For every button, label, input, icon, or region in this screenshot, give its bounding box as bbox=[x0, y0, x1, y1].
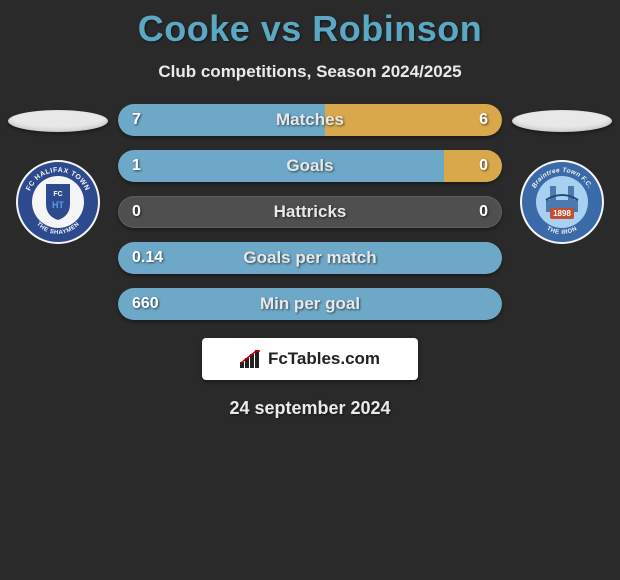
right-badge-year: 1898 bbox=[553, 209, 571, 218]
subtitle: Club competitions, Season 2024/2025 bbox=[0, 62, 620, 82]
stats-column: 7Matches61Goals00Hattricks00.14Goals per… bbox=[118, 104, 502, 320]
brand-label: FcTables.com bbox=[268, 349, 380, 369]
comparison-card: Cooke vs Robinson Club competitions, Sea… bbox=[0, 0, 620, 419]
braintree-badge-svg: Braintree Town F.C. THE IRON 1898 bbox=[520, 160, 604, 244]
stat-value-right: 0 bbox=[479, 157, 488, 175]
left-player-silhouette bbox=[8, 110, 108, 132]
date-label: 24 september 2024 bbox=[0, 398, 620, 419]
halifax-badge-svg: FC HALIFAX TOWN THE SHAYMEN FC HT bbox=[16, 160, 100, 244]
left-badge-ht: HT bbox=[52, 200, 64, 210]
stat-row: 1Goals0 bbox=[118, 150, 502, 182]
right-player-silhouette bbox=[512, 110, 612, 132]
page-title: Cooke vs Robinson bbox=[0, 8, 620, 50]
stat-label: Hattricks bbox=[118, 202, 502, 222]
stat-label: Min per goal bbox=[118, 294, 502, 314]
stat-row: 660Min per goal bbox=[118, 288, 502, 320]
stat-label: Goals per match bbox=[118, 248, 502, 268]
stat-label: Goals bbox=[118, 156, 502, 176]
stat-value-right: 6 bbox=[479, 111, 488, 129]
comparison-body: FC HALIFAX TOWN THE SHAYMEN FC HT 7Match… bbox=[0, 104, 620, 320]
brand-attribution[interactable]: FcTables.com bbox=[202, 338, 418, 380]
right-club-badge: Braintree Town F.C. THE IRON 1898 bbox=[520, 160, 604, 244]
left-side: FC HALIFAX TOWN THE SHAYMEN FC HT bbox=[8, 104, 108, 244]
left-club-badge: FC HALIFAX TOWN THE SHAYMEN FC HT bbox=[16, 160, 100, 244]
left-badge-fc: FC bbox=[53, 191, 62, 198]
stat-value-right: 0 bbox=[479, 203, 488, 221]
right-side: Braintree Town F.C. THE IRON 1898 bbox=[512, 104, 612, 244]
stat-label: Matches bbox=[118, 110, 502, 130]
stat-row: 0.14Goals per match bbox=[118, 242, 502, 274]
stat-row: 7Matches6 bbox=[118, 104, 502, 136]
stat-row: 0Hattricks0 bbox=[118, 196, 502, 228]
bar-chart-icon bbox=[240, 350, 262, 368]
